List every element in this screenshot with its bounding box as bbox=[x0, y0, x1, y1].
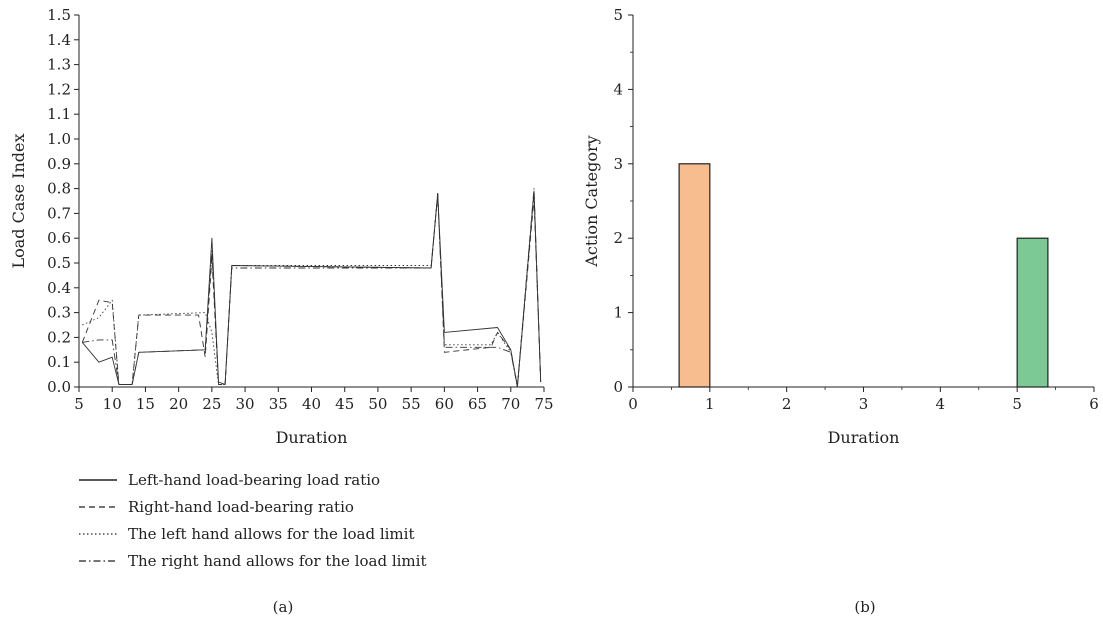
series-line-the-left-hand-allows-for-the-load-limit bbox=[82, 193, 542, 385]
series-line-right-hand-load-bearing-ratio bbox=[81, 193, 542, 388]
bar-1 bbox=[678, 163, 711, 388]
x-tick-label: 60 bbox=[435, 395, 454, 413]
x-tick-label: 20 bbox=[169, 395, 188, 413]
panel-a-y-axis-title: Load Case Index bbox=[9, 133, 28, 268]
panel-b-label: (b) bbox=[854, 598, 875, 616]
x-tick-label: 5 bbox=[74, 395, 84, 413]
x-tick-label: 3 bbox=[859, 395, 869, 413]
x-tick-label: 55 bbox=[402, 395, 421, 413]
y-tick-label: 0.1 bbox=[47, 353, 71, 371]
y-tick-label: 1.3 bbox=[47, 56, 71, 74]
y-tick-label: 0.4 bbox=[47, 279, 71, 297]
y-tick-label: 0.3 bbox=[47, 304, 71, 322]
x-tick-label: 2 bbox=[782, 395, 792, 413]
x-tick-label: 25 bbox=[202, 395, 221, 413]
y-tick-label: 0.2 bbox=[47, 328, 71, 346]
x-tick-label: 75 bbox=[534, 395, 553, 413]
panel-b-axes: 0 1 2 3 4 5 6 0 1 2 3 4 5 Duration Action Category bbox=[582, 6, 1099, 447]
bar-2 bbox=[1016, 237, 1049, 388]
y-tick-label: 0.9 bbox=[47, 155, 71, 173]
y-tick-label: 1.2 bbox=[47, 80, 71, 98]
x-tick-label: 35 bbox=[269, 395, 288, 413]
panel-b-bars-group bbox=[678, 163, 1049, 388]
y-tick-label: 1.1 bbox=[47, 105, 71, 123]
y-tick-label: 0.6 bbox=[47, 229, 71, 247]
y-tick-label: 3 bbox=[613, 155, 623, 173]
x-tick-label: 0 bbox=[628, 395, 638, 413]
y-tick-label: 0.7 bbox=[47, 204, 71, 222]
x-tick-label: 15 bbox=[136, 395, 155, 413]
y-tick-label: 5 bbox=[613, 6, 623, 24]
panel-a-series-group bbox=[81, 188, 542, 388]
x-tick-label: 6 bbox=[1089, 395, 1099, 413]
panel-a-label: (a) bbox=[273, 598, 294, 616]
y-tick-label: 1.4 bbox=[47, 31, 71, 49]
y-tick-label: 0.8 bbox=[47, 180, 71, 198]
x-tick-label: 1 bbox=[705, 395, 715, 413]
x-tick-label: 5 bbox=[1012, 395, 1022, 413]
series-line-the-right-hand-allows-for-the-load-limit bbox=[82, 188, 542, 388]
y-tick-label: 1 bbox=[613, 304, 623, 322]
legend-label-left-hand-load-bearing-load-ratio: Left-hand load-bearing load ratio bbox=[128, 471, 380, 489]
panel-a-line-chart: 5 10 15 20 25 30 35 40 45 50 55 60 65 70 75 0.0 0.1 0.2 0.… bbox=[9, 6, 554, 616]
y-tick-label: 0 bbox=[613, 378, 623, 396]
x-tick-label: 30 bbox=[236, 395, 255, 413]
panel-a-axes: 5 10 15 20 25 30 35 40 45 50 55 60 65 70 75 0.0 0.1 0.2 0.… bbox=[9, 6, 554, 447]
x-tick-label: 40 bbox=[302, 395, 321, 413]
legend-label-right-hand-load-bearing-ratio: Right-hand load-bearing ratio bbox=[128, 498, 354, 516]
panel-a-x-axis-title: Duration bbox=[276, 428, 348, 447]
y-tick-label: 2 bbox=[613, 229, 623, 247]
panel-b-bar-chart: 0 1 2 3 4 5 6 0 1 2 3 4 5 Duration Action Category (b) bbox=[582, 6, 1099, 616]
y-tick-label: 4 bbox=[613, 80, 623, 98]
panel-b-x-axis-title: Duration bbox=[828, 428, 900, 447]
x-tick-label: 70 bbox=[501, 395, 520, 413]
x-tick-label: 65 bbox=[468, 395, 487, 413]
series-line-left-hand-load-bearing-load-ratio bbox=[81, 190, 542, 388]
panel-a-legend: Left-hand load-bearing load ratio Right-h… bbox=[79, 471, 426, 570]
x-tick-label: 45 bbox=[335, 395, 354, 413]
x-tick-label: 10 bbox=[103, 395, 122, 413]
x-tick-label: 50 bbox=[368, 395, 387, 413]
y-tick-label: 0.5 bbox=[47, 254, 71, 272]
legend-label-the-right-hand-allows-for-the-load-limit: The right hand allows for the load limit bbox=[128, 552, 426, 570]
legend-label-the-left-hand-allows-for-the-load-limit: The left hand allows for the load limit bbox=[128, 525, 414, 543]
y-tick-label: 1.5 bbox=[47, 6, 71, 24]
y-tick-label: 1.0 bbox=[47, 130, 71, 148]
x-tick-label: 4 bbox=[936, 395, 946, 413]
panel-b-y-axis-title: Action Category bbox=[582, 135, 601, 267]
y-tick-label: 0.0 bbox=[47, 378, 71, 396]
